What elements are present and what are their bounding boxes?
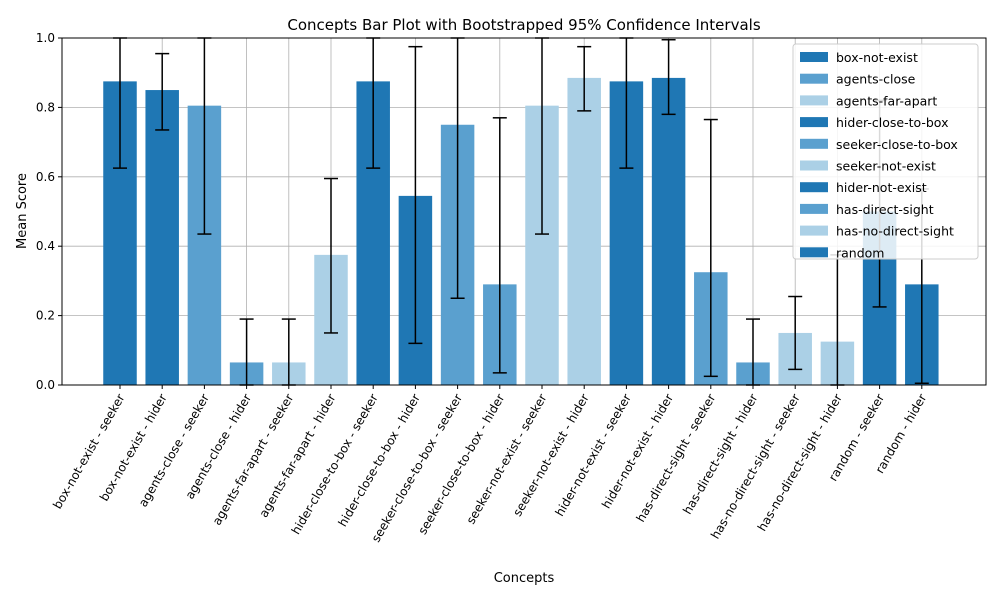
legend-swatch — [800, 117, 828, 128]
legend-swatch — [800, 247, 828, 258]
y-tick-label: 0.4 — [36, 239, 55, 253]
x-tick-label: seeker-not-exist - hider — [510, 391, 592, 518]
legend-swatch — [800, 203, 828, 214]
legend-swatch — [800, 160, 828, 171]
x-tick-label: hider-close-to-box - hider — [335, 391, 423, 529]
legend-label: box-not-exist — [836, 50, 918, 65]
x-tick-label: seeker-not-exist - seeker — [464, 391, 550, 526]
legend: box-not-exist agents-close agents-far-apar… — [792, 43, 979, 260]
y-axis-ticks: 0.0 0.2 0.4 0.6 0.8 1.0 — [36, 31, 62, 392]
x-tick-label: seeker-close-to-box - hider — [415, 391, 507, 536]
legend-label: random — [836, 245, 884, 260]
legend-label: has-direct-sight — [836, 202, 934, 217]
legend-label: hider-not-exist — [836, 180, 927, 195]
y-tick-label: 0.2 — [36, 309, 55, 323]
legend-label: agents-far-apart — [836, 93, 937, 108]
legend-label: has-no-direct-sight — [836, 224, 954, 239]
bar — [651, 77, 686, 385]
legend-label: seeker-close-to-box — [836, 137, 958, 152]
legend-swatch — [800, 52, 828, 62]
x-tick-label: has-direct-sight - hider — [680, 391, 760, 516]
x-tick-label: hider-not-exist - seeker — [552, 391, 634, 518]
bar — [567, 77, 601, 385]
y-tick-label: 0.0 — [36, 378, 55, 392]
legend-swatch — [800, 138, 828, 149]
legend-label: hider-close-to-box — [836, 115, 948, 130]
chart-title: Concepts Bar Plot with Bootstrapped 95% … — [287, 16, 760, 34]
legend-swatch — [800, 73, 828, 84]
legend-label: agents-close — [836, 72, 916, 87]
legend-swatch — [800, 182, 828, 193]
x-axis-label: Concepts — [494, 571, 555, 586]
x-tick-label: has-direct-sight - seeker — [634, 391, 719, 524]
y-axis-label: Mean Score — [15, 173, 30, 249]
legend-box — [792, 43, 979, 260]
legend-swatch — [800, 225, 828, 236]
y-tick-label: 0.6 — [36, 170, 55, 184]
legend-label: seeker-not-exist — [836, 159, 936, 174]
y-tick-label: 1.0 — [36, 31, 55, 45]
plot-frame — [61, 37, 987, 386]
x-tick-label: hider-close-to-box - seeker — [289, 391, 381, 536]
x-tick-label: box-not-exist - seeker — [50, 391, 127, 511]
y-tick-label: 0.8 — [36, 100, 55, 114]
x-tick-label: agents-far-apart - seeker — [210, 391, 297, 527]
x-tick-label: has-no-direct-sight - hider — [755, 391, 845, 533]
bar — [145, 90, 179, 386]
legend-swatch — [800, 95, 828, 106]
x-tick-label: agents-far-apart - hider — [256, 391, 338, 519]
